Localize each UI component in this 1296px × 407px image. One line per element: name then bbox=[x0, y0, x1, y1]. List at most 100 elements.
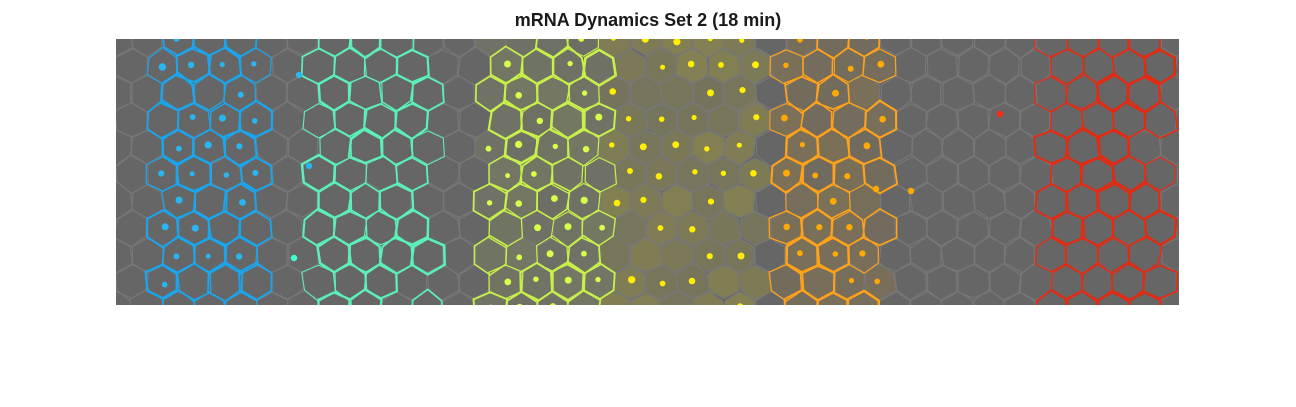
cell bbox=[1098, 39, 1131, 58]
cell-edge bbox=[457, 45, 492, 86]
yellow-stripe-mrna-spot bbox=[739, 87, 746, 94]
cell bbox=[660, 183, 693, 219]
cell bbox=[333, 264, 367, 301]
cyan-blue-stripe-mrna-spot bbox=[252, 118, 258, 124]
cell bbox=[210, 103, 241, 140]
cell-edge bbox=[659, 290, 694, 305]
orange-stripe-mrna-spot bbox=[848, 277, 855, 284]
cell bbox=[1127, 76, 1161, 113]
cell bbox=[147, 100, 179, 140]
yellow-green-stripe-mrna-spot bbox=[517, 303, 523, 305]
cell bbox=[1082, 262, 1113, 301]
cell bbox=[1081, 210, 1113, 246]
cell bbox=[379, 235, 413, 274]
yellow-green-stripe-mrna-spot bbox=[595, 113, 603, 121]
orange-stripe-mrna-spot bbox=[799, 142, 806, 148]
cell bbox=[849, 183, 881, 220]
cyan-blue-stripe-mrna-spot bbox=[223, 172, 230, 178]
cell bbox=[926, 154, 959, 193]
orange-stripe-mrna-spot bbox=[812, 172, 819, 179]
aquamarine-stripe-cell-outline bbox=[394, 156, 429, 192]
yellow-stripe-mrna-spot bbox=[627, 168, 633, 174]
yellow-stripe-mrna-spot bbox=[704, 146, 710, 152]
cell bbox=[318, 292, 351, 305]
cell bbox=[318, 181, 351, 218]
cell-edge bbox=[659, 236, 694, 276]
cell bbox=[162, 290, 195, 305]
cell bbox=[333, 209, 367, 246]
cell bbox=[162, 235, 196, 273]
cell bbox=[817, 292, 849, 305]
cell bbox=[489, 208, 523, 248]
cell bbox=[131, 39, 163, 57]
cell bbox=[442, 290, 474, 305]
cell bbox=[116, 129, 133, 167]
cell bbox=[412, 130, 445, 165]
yellow-green-stripe-cell-outline bbox=[505, 290, 539, 305]
yellow-stripe-mrna-spot bbox=[707, 89, 714, 97]
orange-stripe-mrna-spot bbox=[847, 65, 854, 72]
cell bbox=[755, 291, 787, 305]
yellow-stripe-mrna-spot bbox=[640, 196, 647, 203]
yellow-green-stripe-mrna-spot bbox=[516, 254, 523, 261]
orange-stripe-cell-outline bbox=[862, 156, 899, 195]
cell bbox=[1097, 238, 1129, 275]
cell bbox=[255, 39, 288, 58]
cell bbox=[708, 48, 741, 84]
yellow-stripe-mrna-spot bbox=[628, 276, 636, 284]
cell-edge bbox=[255, 292, 289, 305]
cyan-blue-stripe-cell-outline bbox=[145, 155, 180, 192]
cell bbox=[894, 210, 928, 248]
cell-edge bbox=[1160, 39, 1179, 58]
red-stripe-cell-outline bbox=[1143, 48, 1177, 86]
cell bbox=[412, 289, 442, 305]
cyan-blue-stripe-mrna-spot bbox=[161, 281, 168, 288]
cell bbox=[395, 103, 428, 139]
cell bbox=[426, 264, 461, 301]
cell bbox=[817, 128, 850, 164]
cell bbox=[207, 262, 243, 302]
cell-edge bbox=[1160, 237, 1179, 273]
cell-edge bbox=[723, 291, 757, 305]
cell bbox=[240, 211, 272, 247]
cell bbox=[987, 102, 1020, 139]
cell-edge bbox=[1003, 291, 1036, 305]
cell bbox=[365, 263, 397, 299]
orange-stripe-mrna-spot bbox=[783, 223, 790, 231]
cell bbox=[660, 75, 695, 113]
cell-edge bbox=[691, 74, 726, 113]
cyan-blue-stripe-mrna-spot bbox=[239, 199, 246, 206]
cell bbox=[1096, 181, 1131, 219]
yellow-stripe-mrna-spot bbox=[655, 173, 663, 180]
cell bbox=[116, 102, 149, 137]
cell bbox=[755, 130, 788, 167]
cell bbox=[132, 238, 164, 274]
cell-edge bbox=[753, 39, 787, 60]
yellow-green-stripe-mrna-spot bbox=[505, 173, 511, 179]
yellow-green-stripe-cell-outline bbox=[581, 102, 617, 138]
cell bbox=[925, 265, 959, 301]
cell bbox=[910, 289, 942, 305]
yellow-green-stripe-mrna-spot bbox=[515, 140, 523, 148]
cell bbox=[520, 48, 553, 84]
cell bbox=[722, 73, 757, 113]
cell bbox=[740, 211, 772, 246]
cell-edge bbox=[1004, 74, 1038, 112]
cell bbox=[301, 265, 336, 302]
cell bbox=[271, 101, 305, 140]
cell-edge bbox=[131, 39, 163, 58]
yellow-green-stripe-mrna-spot bbox=[551, 195, 558, 202]
cell bbox=[488, 100, 522, 140]
cell bbox=[1097, 130, 1129, 165]
cell bbox=[834, 47, 865, 83]
cell bbox=[925, 210, 959, 247]
cell bbox=[426, 103, 461, 138]
cell-edge bbox=[1020, 45, 1051, 86]
cell bbox=[301, 48, 336, 85]
cell-edge bbox=[1160, 183, 1179, 222]
cell bbox=[909, 182, 943, 220]
cell bbox=[724, 291, 756, 305]
yellow-stripe-mrna-spot bbox=[707, 198, 715, 205]
cell-edge bbox=[878, 290, 911, 305]
cell bbox=[272, 48, 303, 84]
